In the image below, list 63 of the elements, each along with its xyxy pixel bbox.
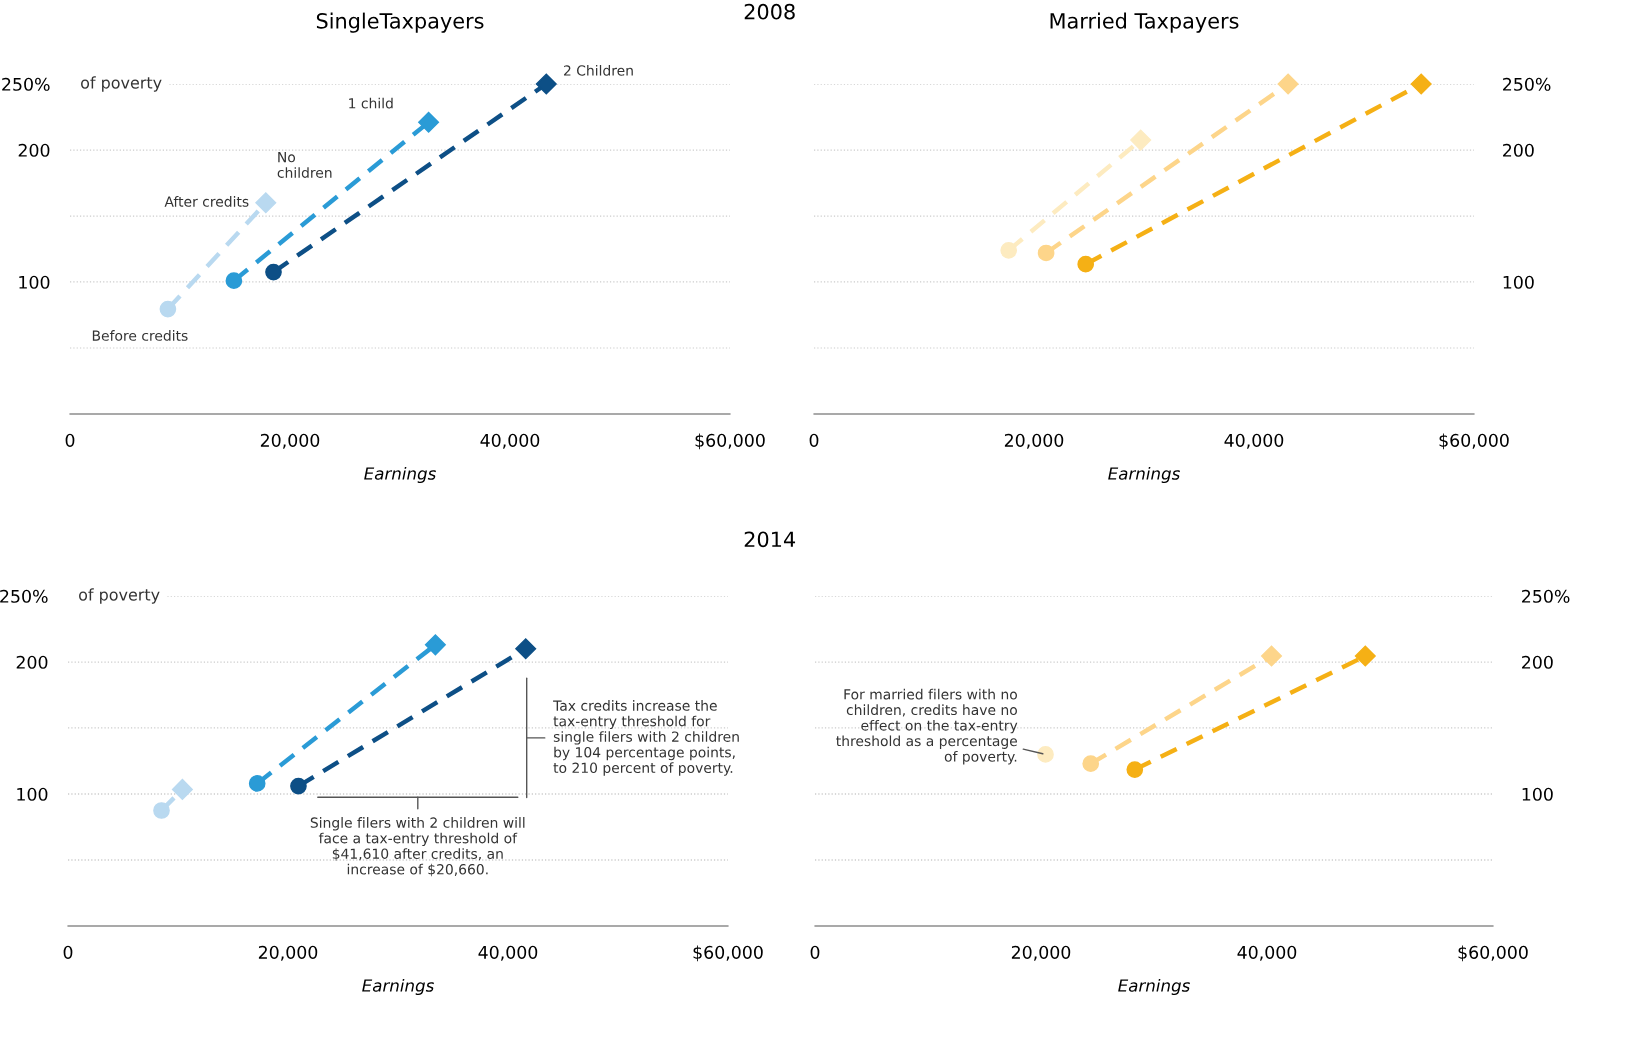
point — [1037, 244, 1055, 262]
y-axis-title: of poverty — [79, 588, 160, 604]
annotation: After credits — [164, 196, 249, 207]
x-tick-label: 20,000 — [1004, 433, 1064, 449]
x-axis-title: Earnings — [1118, 978, 1190, 996]
x-tick-label: 20,000 — [1011, 945, 1071, 961]
point — [1126, 761, 1144, 778]
point — [255, 192, 277, 214]
chart-subtitle: 2008 — [744, 3, 795, 20]
x-tick-label: 0 — [810, 945, 820, 959]
annotation: For married filers with no children, credits have no effect on the tax-entry threshold as a percentage of poverty. — [836, 688, 1018, 765]
y-tick-label: 200 — [1522, 655, 1553, 669]
x-tick-label: $60,000 — [1458, 945, 1528, 962]
x-tick-label: 0 — [63, 945, 73, 959]
y-tick-label: 100 — [17, 787, 48, 801]
point — [424, 634, 446, 656]
point — [1277, 73, 1299, 95]
series-label: 2 Children — [563, 65, 633, 76]
x-tick-label: 0 — [809, 433, 819, 447]
text: 1 child — [349, 97, 393, 109]
y-tick-label: 250% — [0, 589, 48, 603]
text: 2014 — [744, 531, 796, 548]
x-axis-title: Earnings — [362, 978, 434, 996]
y-tick-label: 200 — [16, 655, 48, 669]
x-tick-label: 40,000 — [1224, 433, 1284, 449]
x-tick-label: 40,000 — [478, 945, 538, 961]
point — [1037, 746, 1054, 763]
y-axis-title: of poverty — [81, 76, 162, 92]
y-tick-label: 200 — [1503, 143, 1534, 157]
y-tick-label: 250% — [2, 77, 50, 91]
y-tick-label: 100 — [1503, 275, 1534, 289]
point — [418, 111, 440, 133]
x-tick-label: 40,000 — [480, 433, 540, 449]
y-tick-label: 100 — [19, 275, 50, 289]
x-tick-label: 20,000 — [258, 945, 318, 961]
x-axis-title: Earnings — [1108, 466, 1180, 484]
y-tick-label: 100 — [1522, 787, 1553, 801]
x-axis-title: Earnings — [364, 466, 436, 484]
point — [1077, 255, 1095, 273]
chart-title: Married Taxpayers — [1050, 12, 1239, 33]
chart-title: SingleTaxpayers — [316, 12, 484, 33]
x-tick-label: 40,000 — [1237, 945, 1297, 961]
x-tick-label: $60,000 — [1439, 433, 1509, 450]
x-tick-label: 20,000 — [260, 433, 320, 449]
point — [1261, 645, 1283, 667]
x-tick-label: $60,000 — [693, 945, 763, 962]
point — [1082, 755, 1100, 772]
point — [225, 272, 243, 290]
annotation: Single filers with 2 children will face a tax-entry threshold of $41,610 after credits, an increase of $20,660. — [310, 817, 525, 877]
point — [1130, 129, 1152, 151]
point — [1410, 73, 1432, 95]
annotation: Before credits — [92, 330, 188, 341]
x-tick-label: $60,000 — [695, 433, 765, 450]
point — [248, 775, 266, 792]
x-tick-label: 0 — [65, 433, 75, 447]
series-label: No children — [277, 152, 332, 178]
y-tick-label: 200 — [18, 143, 50, 157]
annotation: Tax credits increase the tax-entry threshold for single filers with 2 children by 104 percentage points, to 210 percent of poverty. — [553, 700, 739, 776]
y-tick-label: 250% — [1503, 77, 1551, 91]
y-tick-label: 250% — [1522, 589, 1570, 603]
point — [1354, 645, 1376, 667]
point — [159, 300, 177, 318]
point — [1000, 241, 1018, 259]
